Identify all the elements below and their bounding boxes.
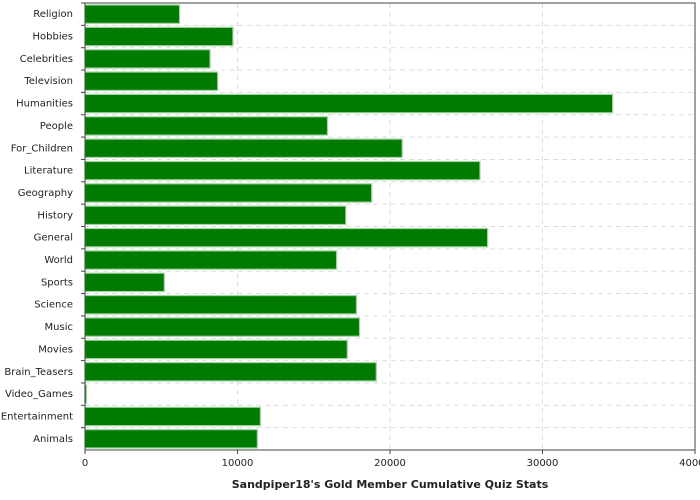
bar	[84, 227, 489, 248]
y-tick-label: Science	[34, 300, 73, 311]
x-tick-label: 10000	[222, 458, 254, 469]
y-tick-label: Television	[23, 76, 73, 87]
y-tick-label: Humanities	[16, 99, 73, 110]
bar	[84, 362, 377, 382]
x-tick-label: 30000	[527, 458, 559, 469]
y-tick-label: History	[37, 210, 73, 221]
y-tick-label: Entertainment	[1, 411, 73, 422]
y-tick-label: Celebrities	[20, 54, 73, 65]
y-tick-label: Brain_Teasers	[4, 367, 73, 378]
bar	[84, 250, 338, 270]
x-tick-label: 0	[82, 458, 88, 469]
bar	[84, 26, 234, 47]
y-tick-label: Movies	[38, 344, 73, 355]
y-tick-label: Animals	[33, 434, 73, 445]
y-tick-label: Music	[45, 322, 73, 333]
bar	[84, 138, 403, 159]
y-tick-label: Geography	[18, 188, 73, 199]
bar	[84, 160, 481, 181]
bar	[84, 317, 361, 337]
y-tick-label: Literature	[24, 166, 73, 177]
bar	[84, 116, 329, 136]
bar	[84, 4, 181, 24]
bar	[84, 183, 373, 203]
y-tick-label: For_Children	[11, 143, 73, 154]
chart-title: Sandpiper18's Gold Member Cumulative Qui…	[232, 478, 549, 491]
bar	[84, 339, 348, 360]
y-tick-label: World	[44, 255, 73, 266]
bar	[84, 205, 347, 226]
bar	[84, 49, 211, 69]
y-tick-label: Religion	[33, 9, 73, 20]
bar	[84, 406, 261, 427]
y-tick-label: People	[40, 121, 73, 132]
y-tick-label: Hobbies	[33, 32, 73, 43]
plot-frame	[84, 2, 696, 451]
y-tick-label: Sports	[41, 277, 73, 288]
y-tick-label: Video_Games	[5, 389, 73, 400]
bar	[84, 93, 614, 114]
x-tick-label: 40000	[679, 458, 700, 469]
x-tick-label: 20000	[374, 458, 406, 469]
bar	[84, 272, 165, 293]
bar	[84, 429, 258, 449]
bar	[84, 71, 219, 91]
bar	[84, 294, 358, 315]
y-tick-label: General	[34, 233, 73, 244]
